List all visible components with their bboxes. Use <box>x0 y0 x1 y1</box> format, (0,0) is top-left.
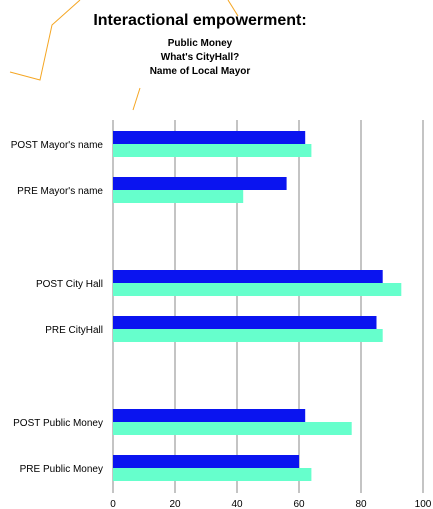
bar-series2-3 <box>113 329 383 342</box>
category-label-3: PRE CityHall <box>45 325 103 336</box>
x-axis-ticks: 0 20 40 60 80 100 <box>110 499 432 509</box>
tick-label-60: 60 <box>293 499 305 509</box>
bars <box>113 131 402 481</box>
tick-label-20: 20 <box>169 499 181 509</box>
decoration-line-left <box>9 0 81 81</box>
category-label-1: PRE Mayor's name <box>17 186 103 197</box>
decoration-line-lower <box>132 87 141 111</box>
bar-series2-2 <box>113 283 402 296</box>
category-label-2: POST City Hall <box>36 279 103 290</box>
bar-series1-4 <box>113 409 306 422</box>
bar-series1-5 <box>113 455 299 468</box>
bar-series2-4 <box>113 422 352 435</box>
category-label-4: POST Public Money <box>13 418 103 429</box>
tick-label-0: 0 <box>110 499 116 509</box>
decoration-line-right <box>227 0 239 17</box>
tick-label-80: 80 <box>355 499 367 509</box>
bar-series2-0 <box>113 144 312 157</box>
gridlines <box>112 120 424 493</box>
bar-series1-2 <box>113 270 383 283</box>
bar-series1-0 <box>113 131 306 144</box>
tick-label-100: 100 <box>415 499 432 509</box>
bar-series1-1 <box>113 177 287 190</box>
tick-label-40: 40 <box>231 499 243 509</box>
decorative-lines <box>9 0 239 111</box>
chart-subtitle-line-2: What's CityHall? <box>161 52 240 63</box>
category-label-5: PRE Public Money <box>20 464 103 475</box>
bar-series2-5 <box>113 468 312 481</box>
chart-subtitle-line-1: Public Money <box>168 38 233 49</box>
bar-series2-1 <box>113 190 244 203</box>
bar-series1-3 <box>113 316 377 329</box>
category-label-0: POST Mayor's name <box>11 140 104 151</box>
chart-title: Interactional empowerment: <box>93 12 306 29</box>
chart-subtitle-line-3: Name of Local Mayor <box>150 66 251 77</box>
category-labels: POST Mayor's name PRE Mayor's name POST Ci… <box>11 140 104 475</box>
